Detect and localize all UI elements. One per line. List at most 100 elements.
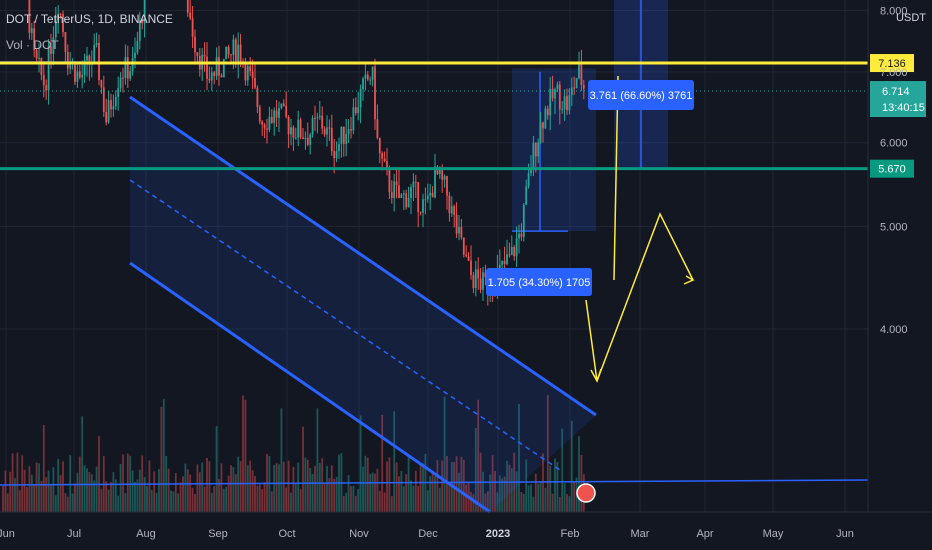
volume-bar [86,468,88,512]
volume-bar [390,496,393,512]
candle-body [81,74,84,78]
volume-bar [328,478,331,512]
volume-bar [237,456,240,512]
volume-bar [422,463,424,512]
candle-body [472,274,475,288]
x-tick-label: Aug [136,528,156,540]
volume-bar [311,474,314,512]
candle-body [544,108,547,129]
volume-bar [59,475,62,512]
candle-body [350,129,352,131]
volume-bar [563,483,566,512]
candle-body [134,52,136,59]
y-tick-label: 8.000 [880,6,908,18]
volume-bar [16,452,19,512]
volume-bar [561,428,564,512]
candle-body [510,247,513,255]
candle-body [556,84,559,90]
volume-bar [98,436,100,512]
candle-body [100,80,103,88]
volume-bar [489,474,492,512]
volume-bar [14,478,16,512]
candle-body [117,88,120,97]
volume-bar [114,479,117,512]
candle-body [119,77,122,89]
volume-bar [362,466,364,512]
volume-bar [441,460,444,512]
candle-body [448,195,451,214]
candle-body [369,79,372,81]
candle-body [40,57,43,75]
volume-bar [316,408,319,512]
candle-body [578,64,580,79]
symbol-title: DOT / TetherUS, 1D, BINANCE [6,12,173,26]
base-trendline [0,479,869,486]
volume-bar [431,470,434,512]
candle-body [484,272,487,277]
volume-bar [306,459,309,512]
candle-body [566,96,568,111]
candle-body [359,89,362,108]
candle-body [273,110,276,123]
x-tick-label: Jun [0,528,15,540]
volume-bar [443,396,446,512]
candle-body [47,46,50,91]
volume-bar [508,464,511,512]
volume-bar [530,484,532,512]
volume-bar [280,408,283,512]
candle-body [527,173,530,187]
volume-bar [191,487,194,512]
candle-body [376,119,379,138]
candle-body [62,14,64,33]
volume-bar [254,475,256,512]
volume-bar [220,463,223,512]
volume-bar [153,471,156,512]
volume-bar [273,464,276,512]
volume-bar [174,473,177,512]
candle-body [256,87,259,108]
candle-body [546,108,549,116]
candle-body [390,192,393,199]
volume-bar [232,467,235,512]
volume-bar [522,494,525,512]
volume-bar [294,483,297,512]
volume-bar [376,468,379,512]
volume-bar [246,465,249,512]
measure-label-1: 1.705 (34.30%) 1705 [488,277,591,289]
volume-bar [263,482,266,512]
volume-bar [81,416,84,512]
event-flag-icon [576,483,596,503]
candle-body [237,44,240,63]
candle-body [393,181,396,199]
volume-bar [395,462,398,512]
channel-upper-line [129,95,597,417]
volume-label: Vol · DOT [6,38,59,52]
candle-body [76,71,79,82]
level-price-label: 5.670 [878,164,906,176]
volume-bar [11,453,14,512]
volume-bar [83,465,86,512]
candle-body [398,185,400,198]
volume-bar [369,473,372,512]
y-tick-label: 7.000 [880,67,908,79]
volume-bar [230,465,232,512]
candle-body [374,66,376,120]
candle-body [323,128,326,135]
volume-bar [388,457,391,512]
candle-body [38,57,40,59]
candle-body [453,206,456,215]
volume-bar [76,472,79,512]
volume-bar [146,486,148,512]
candle-body [515,238,518,257]
descending-channel [0,61,869,514]
candle-body [450,206,453,214]
candle-body [316,117,319,119]
volume-bar [410,480,412,512]
volume-bar [537,483,540,512]
volume-bar [498,475,501,512]
candle-body [138,20,141,41]
volume-bar [570,420,573,512]
candle-body [275,110,278,118]
candle-body [261,121,264,125]
